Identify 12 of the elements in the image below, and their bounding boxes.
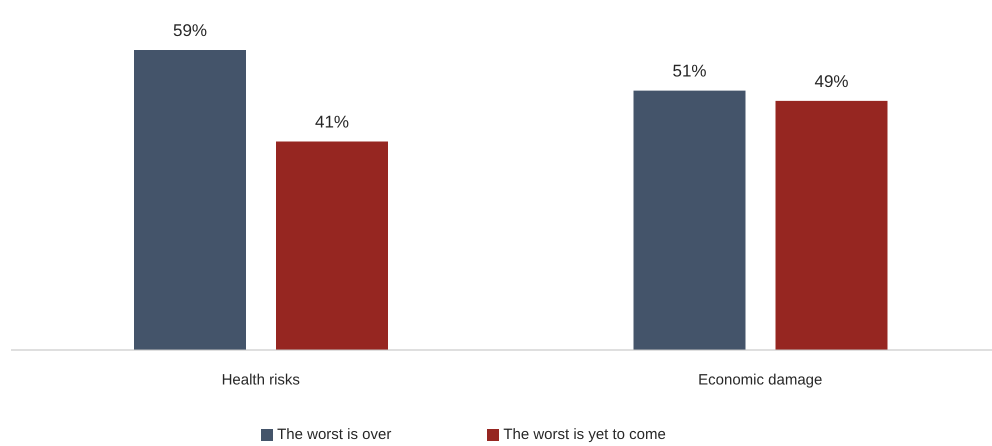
x-tick-label: Health risks	[222, 372, 300, 389]
bar	[776, 100, 888, 350]
bar	[134, 50, 246, 350]
data-label: 51%	[672, 62, 707, 81]
legend-label: The worst is over	[277, 425, 392, 445]
legend-label: The worst is yet to come	[503, 425, 666, 445]
bar	[276, 142, 388, 350]
data-label: 41%	[314, 112, 350, 132]
data-label: 59%	[172, 21, 208, 40]
x-tick-label: Economic damage	[698, 372, 822, 389]
bar	[634, 90, 746, 350]
data-label: 49%	[814, 72, 849, 91]
